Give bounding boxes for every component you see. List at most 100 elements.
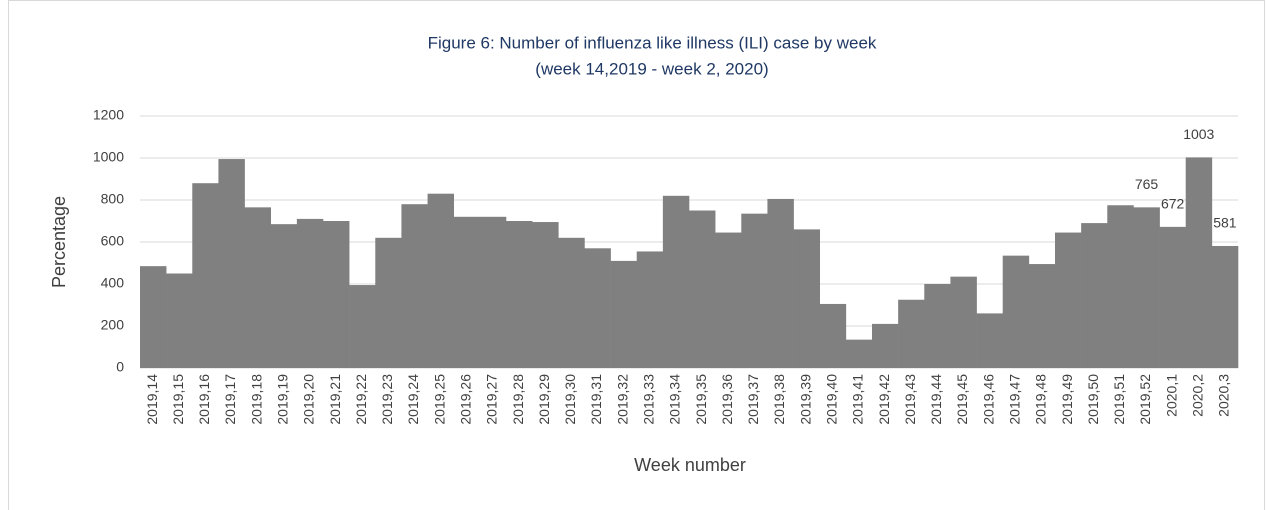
x-tick-label: 2019,18 [248, 374, 264, 425]
bar [1028, 264, 1056, 368]
x-tick-label: 2019,47 [1006, 374, 1022, 425]
chart-subtitle: (week 14,2019 - week 2, 2020) [535, 59, 768, 78]
bar [427, 193, 455, 368]
bar [270, 224, 298, 368]
x-tick-label: 2019,48 [1033, 374, 1049, 425]
bar [453, 216, 481, 368]
bar [1133, 207, 1160, 368]
x-tick-label: 2020,1 [1163, 374, 1179, 417]
bar [924, 284, 951, 368]
x-tick-label: 2019,36 [719, 374, 735, 425]
bar [323, 221, 350, 368]
chart-border [8, 0, 1265, 510]
bar [767, 198, 794, 368]
x-tick-label: 2019,21 [327, 374, 343, 425]
bar [506, 221, 533, 368]
bar [296, 218, 324, 368]
bar [584, 248, 611, 368]
y-axis-title: Percentage [49, 196, 69, 288]
x-tick-label: 2019,14 [144, 374, 160, 425]
bar [218, 159, 245, 368]
bar [140, 266, 167, 368]
x-tick-label: 2019,29 [536, 374, 552, 425]
x-tick-label: 2019,20 [301, 374, 317, 425]
x-tick-label: 2019,27 [484, 374, 500, 425]
x-tick-label: 2019,38 [771, 374, 787, 425]
bar [1107, 205, 1134, 368]
y-tick-label: 0 [116, 359, 124, 375]
bar [1211, 245, 1239, 368]
chart-title: Figure 6: Number of influenza like illne… [428, 33, 877, 52]
bar [819, 303, 847, 368]
x-tick-label: 2019,45 [954, 374, 970, 425]
x-tick-label: 2019,30 [562, 374, 578, 425]
y-tick-label: 800 [101, 191, 125, 207]
x-tick-label: 2019,22 [353, 374, 369, 425]
x-tick-label: 2019,24 [405, 374, 421, 425]
bar [793, 229, 821, 368]
x-tick-label: 2019,16 [196, 374, 212, 425]
x-tick-label: 2019,37 [745, 374, 761, 425]
data-label: 765 [1135, 176, 1159, 192]
x-tick-label: 2019,43 [902, 374, 918, 425]
x-axis-title: Week number [634, 455, 746, 475]
x-tick-label: 2019,50 [1085, 374, 1101, 425]
bar [192, 183, 219, 368]
y-tick-label: 1000 [93, 149, 124, 165]
bar [375, 237, 402, 368]
data-label: 581 [1213, 215, 1237, 231]
x-tick-label: 2019,35 [693, 374, 709, 425]
bar [479, 216, 507, 368]
bar [1159, 226, 1187, 368]
x-tick-label: 2019,39 [797, 374, 813, 425]
bar [610, 260, 638, 368]
x-tick-label: 2019,40 [823, 374, 839, 425]
x-tick-label: 2019,26 [457, 374, 473, 425]
bar [976, 313, 1004, 368]
y-tick-label: 1200 [93, 107, 124, 123]
x-tick-label: 2019,15 [170, 374, 186, 425]
bar [166, 273, 193, 368]
y-tick-label: 200 [101, 317, 125, 333]
x-tick-label: 2019,51 [1111, 374, 1127, 425]
bar [532, 222, 559, 368]
x-tick-label: 2019,31 [588, 374, 604, 425]
x-tick-label: 2019,46 [980, 374, 996, 425]
x-tick-label: 2019,33 [640, 374, 656, 425]
x-tick-label: 2019,44 [928, 374, 944, 425]
x-tick-label: 2019,34 [667, 374, 683, 425]
bar [1055, 232, 1082, 368]
x-tick-label: 2019,28 [510, 374, 526, 425]
bar [898, 299, 925, 368]
y-tick-label: 400 [101, 275, 125, 291]
x-tick-label: 2019,52 [1137, 374, 1153, 425]
bar [845, 339, 873, 368]
x-tick-label: 2020,2 [1189, 374, 1205, 417]
bar [558, 237, 585, 368]
bar [1081, 223, 1108, 368]
bar [715, 232, 742, 368]
bar [636, 251, 664, 368]
bar [349, 285, 376, 368]
x-tick-label: 2019,25 [431, 374, 447, 425]
bar [662, 195, 690, 368]
bar [689, 210, 716, 368]
bar [872, 323, 899, 368]
bar [244, 207, 272, 368]
x-tick-label: 2020,3 [1216, 374, 1232, 417]
bar [741, 213, 768, 368]
x-tick-label: 2019,23 [379, 374, 395, 425]
bar [1185, 157, 1213, 368]
bar [401, 204, 428, 368]
x-tick-label: 2019,19 [274, 374, 290, 425]
x-tick-label: 2019,41 [850, 374, 866, 425]
y-tick-label: 600 [101, 233, 125, 249]
bar [950, 276, 977, 368]
bar [1002, 255, 1030, 368]
x-tick-label: 2019,17 [222, 374, 238, 425]
x-tick-label: 2019,42 [876, 374, 892, 425]
data-label: 1003 [1183, 126, 1214, 142]
x-tick-label: 2019,32 [614, 374, 630, 425]
data-label: 672 [1161, 196, 1185, 212]
